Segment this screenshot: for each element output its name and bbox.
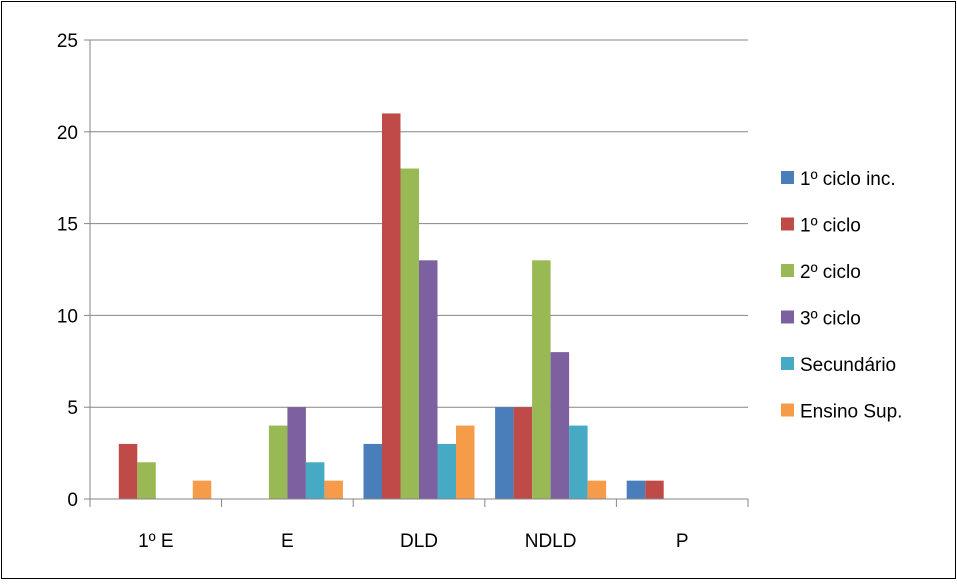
bar: [287, 407, 306, 499]
y-tick-label: 25: [57, 31, 78, 52]
legend-swatch: [781, 171, 794, 184]
bar: [268, 425, 288, 499]
bar: [456, 425, 475, 499]
legend-swatch: [781, 264, 794, 277]
legend-swatch: [781, 357, 794, 370]
legend-label: 1º ciclo inc.: [800, 169, 896, 190]
bar: [532, 260, 551, 499]
bar: [324, 480, 343, 499]
y-tick-label: 5: [67, 398, 78, 419]
bar: [550, 352, 570, 499]
bar: [118, 443, 138, 499]
bar: [569, 425, 588, 499]
bar: [645, 480, 664, 499]
tick-labels: 0 5 10 15 20 25 1º E E DLD NDLD P: [57, 31, 689, 552]
x-tick-label: P: [676, 531, 689, 552]
x-tick-label: 1º E: [138, 531, 173, 552]
legend-swatch: [781, 403, 794, 417]
x-tick-label: NDLD: [525, 531, 577, 552]
bar: [382, 113, 401, 499]
bar: [363, 443, 382, 499]
legend-label: 3º ciclo: [800, 309, 861, 330]
legend-label: Ensino Sup.: [800, 402, 902, 423]
bar: [626, 480, 646, 499]
legend-swatch: [781, 217, 794, 231]
bars: [118, 113, 664, 499]
bar: [513, 407, 533, 499]
bar: [305, 462, 325, 499]
legend-swatch: [781, 310, 794, 324]
axes: [84, 39, 749, 507]
y-tick-label: 15: [57, 215, 78, 236]
legend-label: Secundário: [800, 355, 896, 376]
bar: [437, 443, 456, 499]
bar: [137, 462, 156, 499]
y-tick-label: 10: [57, 306, 78, 327]
bar: [400, 168, 419, 499]
legend-label: 2º ciclo: [800, 262, 861, 283]
bar: [192, 480, 212, 499]
bar: [495, 407, 514, 499]
x-tick-label: DLD: [400, 531, 438, 552]
x-tick-label: E: [281, 531, 294, 552]
y-tick-label: 20: [57, 123, 78, 144]
bar: [419, 260, 438, 499]
bar: [587, 480, 607, 499]
y-tick-label: 0: [67, 490, 78, 511]
legend: 1º ciclo inc. 1º ciclo 2º ciclo 3º ciclo Sec…: [781, 169, 902, 423]
legend-label: 1º ciclo: [800, 216, 861, 237]
